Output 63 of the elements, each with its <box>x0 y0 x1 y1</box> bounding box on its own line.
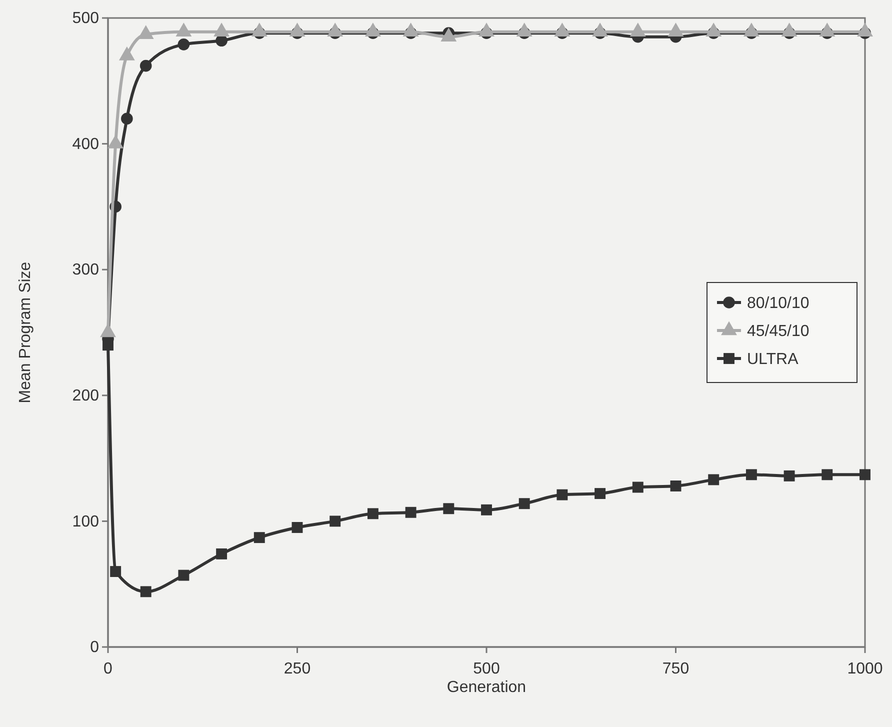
point <box>118 46 135 60</box>
point <box>668 22 684 36</box>
point <box>405 506 416 518</box>
y-tick-label: 200 <box>72 388 100 405</box>
y-tick-label: 100 <box>72 513 100 530</box>
point <box>440 28 457 42</box>
point <box>176 22 192 36</box>
point <box>110 566 122 577</box>
y-tick-label: 500 <box>72 10 100 28</box>
point <box>214 22 230 36</box>
point <box>822 469 833 480</box>
point <box>216 548 228 560</box>
point <box>670 480 682 492</box>
legend-label: ULTRA <box>747 351 799 368</box>
point <box>138 25 154 39</box>
point <box>178 38 190 50</box>
point <box>292 522 303 533</box>
y-tick-label: 400 <box>72 136 100 153</box>
point <box>364 22 381 36</box>
x-tick-label: 0 <box>104 660 113 678</box>
point <box>630 22 646 36</box>
point <box>140 60 152 72</box>
point <box>594 488 606 499</box>
point <box>554 22 570 36</box>
y-tick-label: 0 <box>90 639 100 656</box>
x-tick-label: 500 <box>473 660 500 678</box>
point <box>784 470 795 482</box>
point <box>632 482 644 493</box>
point <box>516 22 532 36</box>
point <box>857 22 873 36</box>
legend-label: 80/10/10 <box>747 295 810 312</box>
point <box>592 22 608 36</box>
point <box>330 516 341 527</box>
point <box>251 22 268 36</box>
x-axis-title: Generation <box>446 679 526 696</box>
point <box>327 22 344 36</box>
point <box>108 134 124 148</box>
point <box>178 570 190 581</box>
point <box>102 340 114 351</box>
legend-label: 45/45/10 <box>747 323 810 340</box>
point <box>481 504 492 516</box>
point <box>708 474 720 486</box>
x-tick-label: 750 <box>662 660 690 678</box>
point <box>518 498 530 510</box>
point <box>781 22 798 36</box>
point <box>746 469 757 480</box>
point <box>743 22 760 36</box>
y-axis-title: Mean Program Size <box>17 262 34 404</box>
point <box>478 22 494 36</box>
point <box>402 22 419 36</box>
point <box>706 22 722 36</box>
point <box>556 489 568 500</box>
point <box>367 508 378 520</box>
point <box>121 112 133 125</box>
y-tick-label: 300 <box>72 262 100 279</box>
x-tick-label: 1000 <box>847 660 883 678</box>
x-tick-label: 250 <box>284 660 311 678</box>
point <box>289 22 306 36</box>
point <box>140 586 152 598</box>
point <box>860 469 870 480</box>
point <box>254 532 265 544</box>
point <box>443 503 454 514</box>
point <box>819 22 836 36</box>
